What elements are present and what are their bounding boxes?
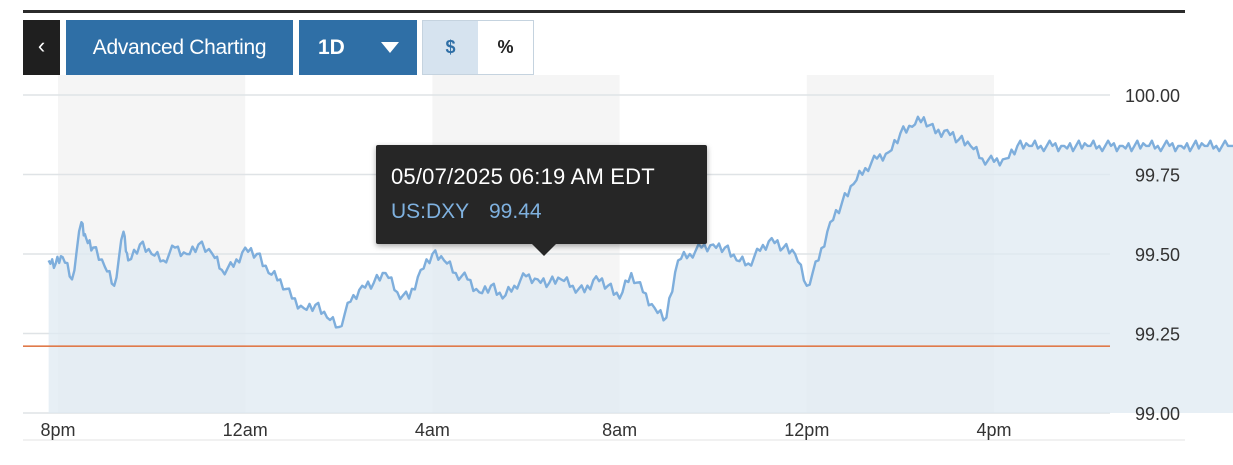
- x-tick-label: 12am: [223, 420, 268, 440]
- x-tick-label: 8am: [602, 420, 637, 440]
- y-tick-label: 100.00: [1125, 86, 1180, 106]
- x-tick-label: 4am: [415, 420, 450, 440]
- chevron-left-icon: ‹: [37, 32, 46, 58]
- back-button[interactable]: ‹: [23, 20, 60, 75]
- series-line: [47, 115, 1233, 329]
- tooltip-symbol: US:DXY: [391, 200, 470, 223]
- range-dropdown[interactable]: 1D: [299, 20, 417, 75]
- range-label: 1D: [318, 35, 345, 59]
- y-tick-label: 99.00: [1135, 404, 1180, 424]
- caret-down-icon: [381, 42, 399, 53]
- tooltip-datetime: 05/07/2025 06:19 AM EDT: [391, 164, 655, 189]
- percent-toggle[interactable]: %: [478, 21, 533, 74]
- x-tick-label: 4pm: [976, 420, 1011, 440]
- x-tick-label: 12pm: [784, 420, 829, 440]
- price-tooltip: 05/07/2025 06:19 AM EDT US:DXY 99.44: [376, 145, 707, 256]
- advanced-charting-button[interactable]: Advanced Charting: [66, 20, 293, 75]
- x-tick-label: 8pm: [40, 420, 75, 440]
- unit-toggle-group: $ %: [422, 20, 534, 75]
- y-tick-label: 99.75: [1135, 166, 1180, 186]
- y-tick-label: 99.50: [1135, 245, 1180, 265]
- series-area: [48, 116, 1233, 413]
- dollar-toggle[interactable]: $: [423, 21, 478, 74]
- y-tick-label: 99.25: [1135, 325, 1180, 345]
- tooltip-value: 99.44: [489, 200, 542, 223]
- top-rule: [23, 10, 1185, 13]
